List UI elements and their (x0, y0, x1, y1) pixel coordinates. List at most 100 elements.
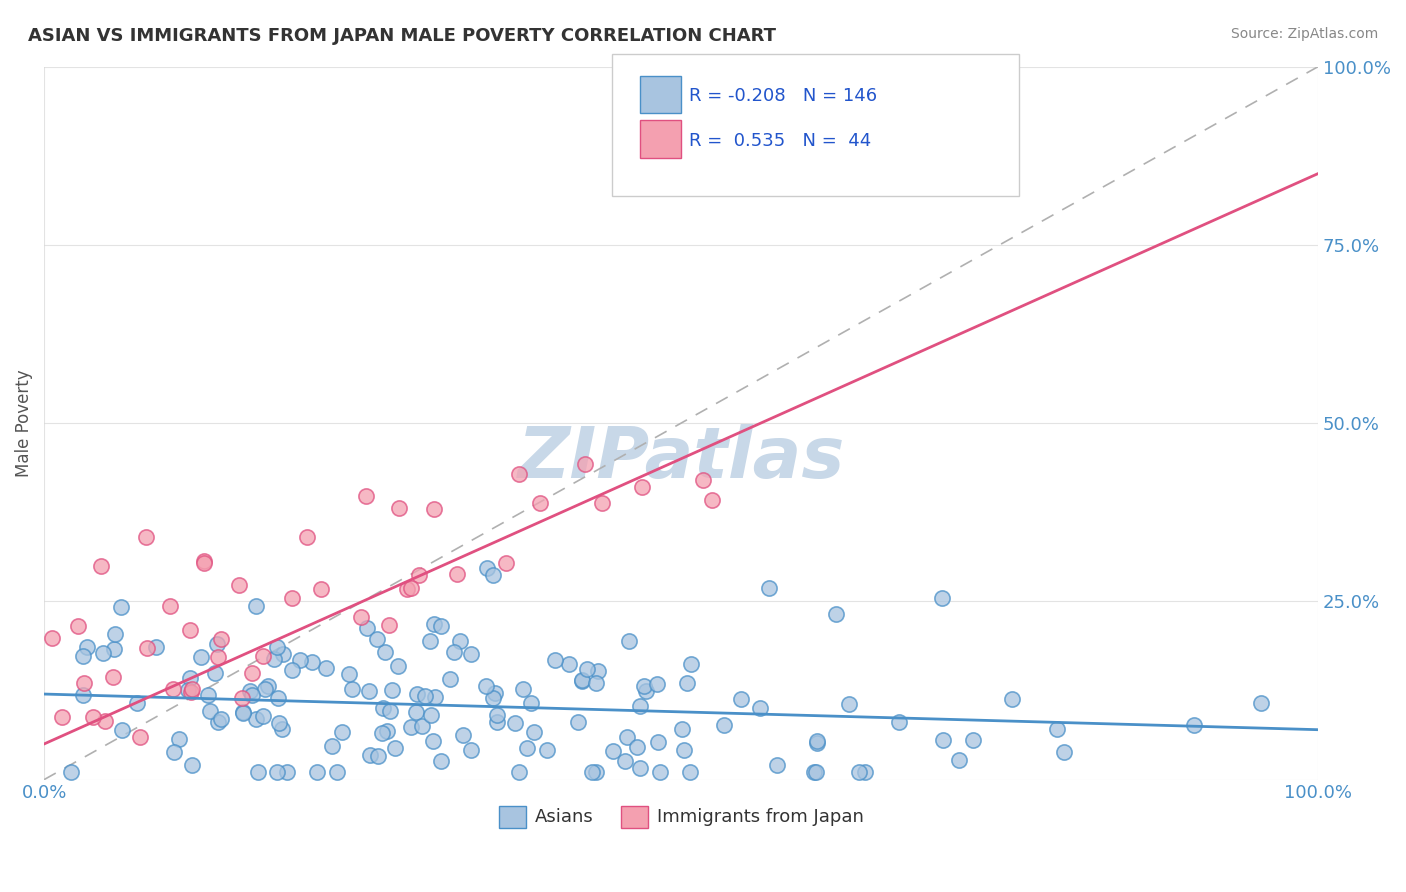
Point (484, 686, 506, 700)
Text: Source: ZipAtlas.com: Source: ZipAtlas.com (1230, 27, 1378, 41)
Point (423, 502, 446, 516)
Point (675, 675, 697, 690)
Point (672, 743, 695, 757)
Point (508, 467, 530, 481)
Point (242, 666, 264, 681)
Point (252, 649, 274, 664)
Point (356, 621, 378, 635)
Point (378, 704, 401, 718)
Point (399, 720, 422, 734)
Point (190, 650, 212, 665)
Point (1001, 692, 1024, 706)
Point (1052, 745, 1074, 759)
Point (145, 640, 167, 654)
Point (806, 736, 828, 750)
Point (311, 582, 333, 596)
Text: R = -0.208   N = 146: R = -0.208 N = 146 (689, 87, 877, 105)
Point (681, 657, 703, 671)
Point (72, 689, 94, 703)
Point (330, 725, 353, 739)
Point (700, 493, 723, 508)
Point (267, 691, 290, 706)
Point (266, 640, 288, 654)
Point (406, 687, 429, 701)
Point (408, 568, 430, 582)
Point (585, 676, 607, 690)
Point (529, 495, 551, 509)
Point (374, 645, 396, 659)
Point (567, 715, 589, 730)
Point (477, 560, 499, 574)
Point (396, 582, 419, 597)
Point (295, 530, 318, 544)
Point (419, 634, 441, 648)
Point (576, 662, 599, 676)
Point (103, 641, 125, 656)
Point (207, 714, 229, 729)
Point (41, 632, 63, 646)
Point (180, 685, 202, 699)
Point (512, 682, 534, 697)
Point (245, 712, 267, 726)
Point (239, 683, 262, 698)
Point (536, 743, 558, 757)
Point (485, 714, 508, 729)
Point (159, 599, 181, 613)
Point (405, 705, 427, 719)
Y-axis label: Male Poverty: Male Poverty (15, 369, 32, 477)
Point (326, 765, 349, 780)
Point (713, 717, 735, 731)
Point (179, 624, 201, 638)
Point (481, 691, 503, 706)
Point (209, 712, 232, 726)
Point (748, 701, 770, 715)
Point (636, 684, 658, 698)
Point (136, 641, 159, 656)
Point (73, 675, 96, 690)
Point (614, 754, 637, 768)
Point (104, 627, 127, 641)
Point (804, 765, 827, 780)
Point (307, 765, 329, 780)
Point (443, 644, 465, 658)
Point (574, 457, 596, 471)
Point (387, 500, 409, 515)
Point (197, 688, 219, 702)
Point (198, 704, 221, 718)
Point (439, 672, 461, 686)
Point (60, 765, 83, 780)
Point (765, 757, 787, 772)
Point (366, 632, 388, 647)
Point (340, 682, 363, 697)
Point (647, 735, 669, 749)
Point (571, 673, 593, 687)
Point (803, 765, 825, 780)
Point (232, 705, 254, 719)
Point (321, 739, 343, 754)
Point (503, 716, 526, 731)
Point (72, 649, 94, 664)
Point (350, 610, 373, 624)
Point (411, 719, 433, 733)
Point (254, 682, 277, 697)
Point (91, 646, 114, 660)
Point (76, 640, 98, 654)
Point (1046, 722, 1069, 736)
Point (420, 708, 443, 723)
Point (273, 647, 295, 661)
Point (558, 657, 581, 672)
Legend: Asians, Immigrants from Japan: Asians, Immigrants from Japan (492, 798, 870, 835)
Point (588, 664, 610, 678)
Point (1184, 718, 1206, 732)
Point (758, 581, 780, 595)
Point (125, 696, 148, 710)
Text: ASIAN VS IMMIGRANTS FROM JAPAN MALE POVERTY CORRELATION CHART: ASIAN VS IMMIGRANTS FROM JAPAN MALE POVE… (28, 27, 776, 45)
Point (179, 671, 201, 685)
Point (315, 661, 337, 675)
Point (288, 653, 311, 667)
Point (806, 734, 828, 748)
Point (276, 765, 298, 780)
Point (204, 666, 226, 681)
Point (460, 647, 482, 661)
Point (415, 689, 437, 703)
